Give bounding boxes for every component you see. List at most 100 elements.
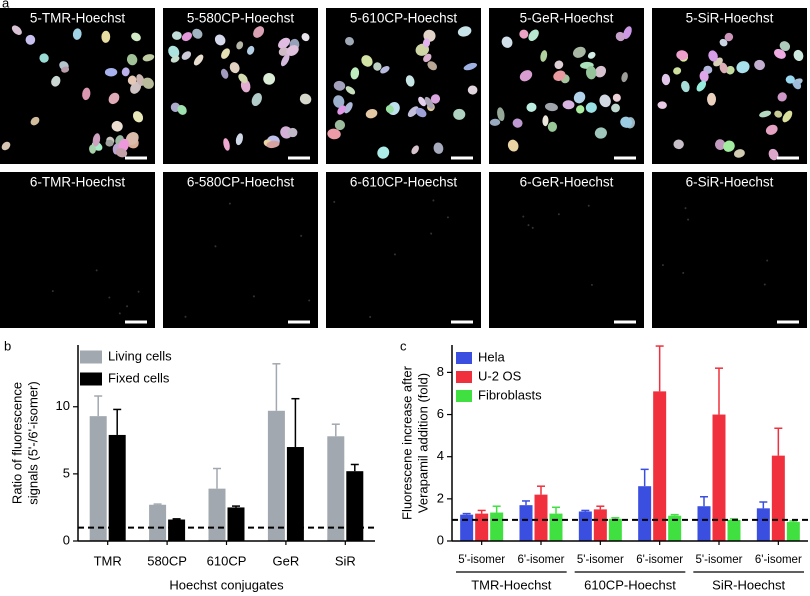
nucleus: [615, 31, 626, 42]
nucleus: [333, 80, 346, 91]
nucleus: [405, 75, 415, 87]
y-tick-label: 10: [56, 398, 70, 413]
legend-swatch: [456, 352, 472, 364]
legend-swatch: [456, 371, 472, 383]
nucleus: [101, 30, 111, 43]
x-tick-label: 5'-isomer: [577, 554, 624, 566]
nucleus: [782, 110, 793, 123]
nucleus: [432, 199, 435, 202]
group-label: SiR-Hoechst: [712, 577, 785, 592]
nucleus: [171, 31, 182, 40]
nucleus: [238, 73, 248, 84]
nucleus: [380, 65, 390, 74]
nucleus: [682, 271, 685, 274]
bar: [668, 515, 682, 541]
nucleus: [373, 62, 382, 71]
nucleus: [369, 315, 372, 318]
bar: [593, 509, 607, 541]
bar: [208, 488, 226, 541]
micrograph: [489, 172, 644, 328]
nucleus: [621, 72, 628, 83]
nucleus: [104, 67, 118, 77]
nucleus: [108, 92, 120, 105]
nucleus: [777, 92, 787, 102]
nucleus: [393, 253, 396, 256]
nucleus: [792, 80, 802, 90]
bar: [490, 512, 504, 541]
nucleus: [620, 116, 633, 128]
x-tick-label: 5'-isomer: [696, 554, 743, 566]
nucleus: [300, 234, 303, 237]
nucleus: [687, 218, 690, 221]
nucleus: [446, 216, 449, 219]
nucleus: [92, 133, 101, 147]
bar: [227, 507, 245, 541]
nucleus: [377, 146, 390, 159]
nucleus: [365, 109, 378, 119]
nucleus: [507, 139, 519, 152]
nucleus: [793, 49, 804, 62]
nucleus: [252, 295, 255, 298]
nucleus: [719, 62, 728, 74]
nucleus: [105, 139, 114, 147]
nucleus: [673, 67, 682, 75]
panel-title: 6-TMR-Hoechst: [30, 175, 126, 190]
nucleus: [236, 41, 244, 50]
legend-label: U-2 OS: [478, 368, 522, 383]
group-label: TMR-Hoechst: [471, 577, 552, 592]
nucleus: [193, 54, 204, 66]
nucleus: [715, 139, 726, 150]
bar: [108, 434, 126, 541]
nucleus: [526, 102, 537, 112]
panel-title: 5-580CP-Hoechst: [187, 11, 295, 26]
legend-swatch: [80, 350, 102, 364]
nucleus: [774, 110, 783, 118]
nucleus: [527, 224, 530, 227]
nucleus: [72, 28, 82, 40]
nucleus: [220, 68, 229, 79]
nucleus: [115, 148, 128, 158]
nucleus: [497, 107, 505, 122]
nucleus: [51, 290, 54, 293]
nucleus: [430, 94, 441, 104]
nucleus: [25, 34, 36, 45]
micrograph: [163, 172, 318, 328]
nucleus: [345, 86, 356, 95]
bar: [327, 436, 345, 541]
micrograph: [326, 8, 481, 164]
x-tick-label: SiR: [335, 553, 356, 568]
legend-label: Fibroblasts: [478, 387, 542, 402]
nucleus: [308, 299, 311, 302]
bar: [756, 508, 770, 541]
bar: [771, 455, 785, 541]
nucleus: [424, 96, 434, 110]
nucleus: [676, 50, 689, 61]
y-tick-label: 0: [437, 532, 444, 547]
nucleus: [531, 226, 534, 229]
bar: [475, 513, 489, 541]
bar: [549, 513, 563, 541]
nucleus: [733, 149, 745, 158]
bar: [608, 518, 622, 541]
nucleus: [334, 119, 346, 131]
nucleus: [278, 37, 291, 49]
panel-title: 5-TMR-Hoechst: [30, 11, 126, 26]
nucleus: [221, 48, 230, 59]
panel-title: 5-610CP-Hoechst: [350, 11, 458, 26]
nucleus: [127, 75, 137, 85]
y-tick-label: 6: [437, 406, 444, 421]
nucleus: [411, 145, 419, 155]
nucleus: [528, 29, 539, 41]
y-axis-label: Fluorescene increase after: [399, 365, 414, 520]
nucleus: [131, 32, 141, 42]
nucleus: [725, 65, 735, 75]
nucleus: [247, 45, 255, 55]
nucleus: [612, 93, 621, 102]
panel-title: 6-SiR-Hoechst: [686, 175, 774, 190]
nucleus: [463, 62, 478, 71]
nucleus: [192, 28, 203, 39]
nucleus: [136, 74, 145, 86]
nucleus: [542, 115, 549, 127]
panel-title: 6-580CP-Hoechst: [187, 175, 295, 190]
x-tick-label: 6'-isomer: [755, 554, 802, 566]
